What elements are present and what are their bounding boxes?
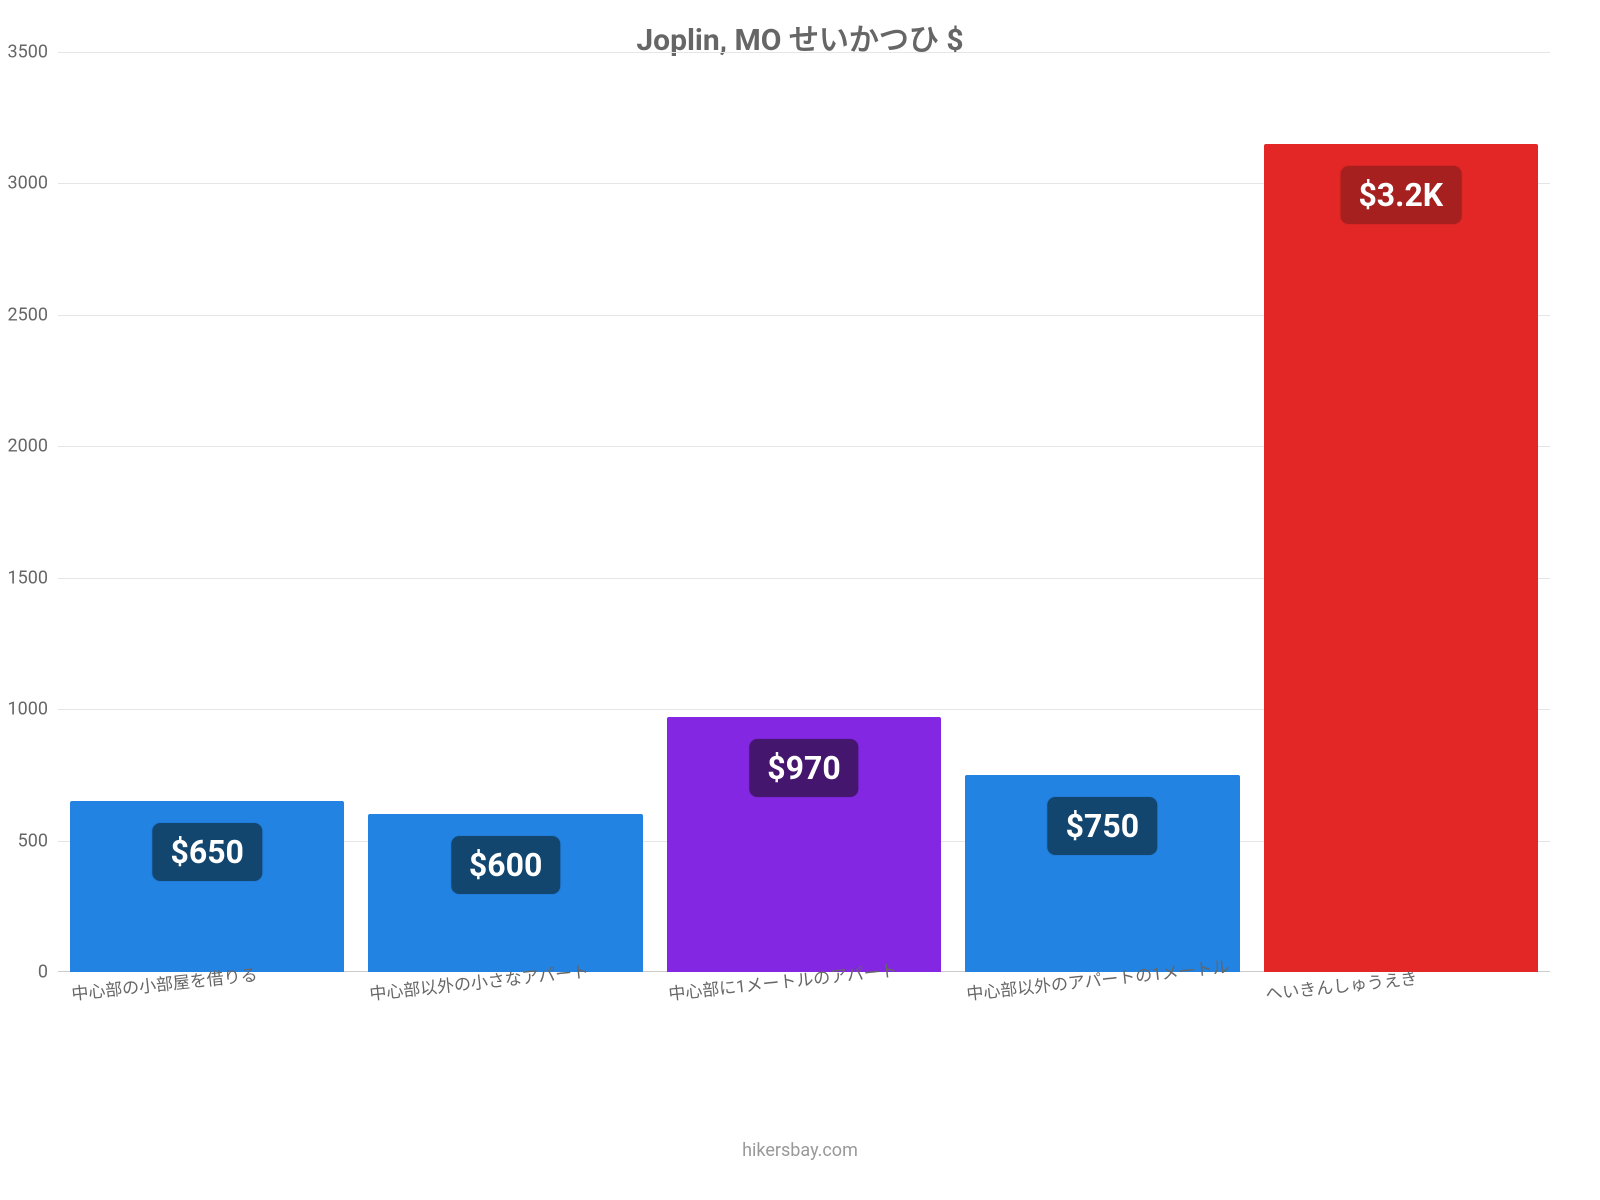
y-tick-label: 0 [0,962,48,983]
plot-area: 0500100015002000250030003500$650中心部の小部屋を… [58,52,1550,972]
attribution-text: hikersbay.com [0,1140,1600,1161]
y-tick-label: 3500 [0,42,48,63]
y-tick-label: 3000 [0,173,48,194]
bar-value-badge: $750 [1048,797,1157,855]
cost-of-living-chart: Joplin, MO せいかつひ $ 050010001500200025003… [0,0,1600,1200]
y-tick-label: 2500 [0,304,48,325]
bar-value-badge: $3.2K [1340,166,1461,224]
y-tick-label: 1000 [0,699,48,720]
y-tick-label: 1500 [0,567,48,588]
bar [1264,144,1539,972]
y-gridline [58,52,1550,53]
y-tick-label: 500 [0,830,48,851]
bar-value-badge: $600 [451,836,560,894]
bar-value-badge: $970 [749,739,858,797]
y-tick-label: 2000 [0,436,48,457]
bar-value-badge: $650 [152,823,261,881]
